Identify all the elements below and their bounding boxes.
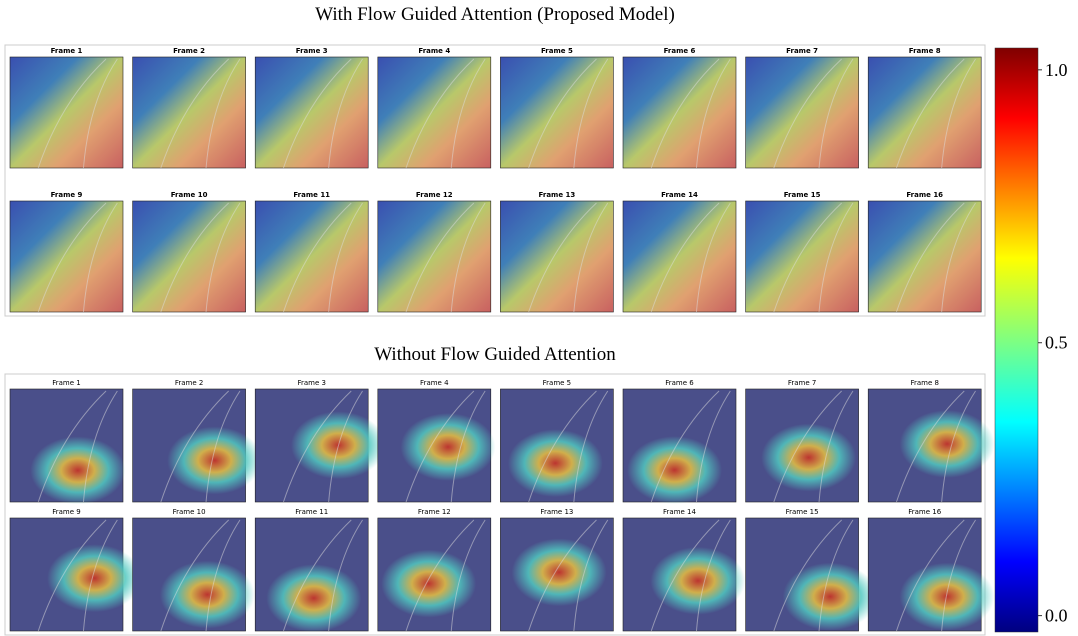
frame-label: Frame 11 xyxy=(293,191,330,199)
frame-image xyxy=(500,201,613,312)
frame-image xyxy=(623,201,736,312)
image-base xyxy=(378,57,491,168)
attention-spot xyxy=(783,563,878,631)
image-base xyxy=(133,57,246,168)
frame-label: Frame 12 xyxy=(416,191,453,199)
colorbar-tick-label: 0.0 xyxy=(1045,606,1068,626)
frame-label: Frame 8 xyxy=(910,379,939,387)
frame-label: Frame 6 xyxy=(665,379,694,387)
frame-image xyxy=(746,201,859,312)
frame-label: Frame 9 xyxy=(52,508,81,516)
attention-spot xyxy=(401,413,496,481)
image-base xyxy=(255,201,368,312)
figure: With Flow Guided Attention (Proposed Mod… xyxy=(0,0,1078,636)
frame-image xyxy=(746,57,859,168)
frame-image xyxy=(255,389,386,502)
attention-spot xyxy=(627,436,722,504)
frame-image xyxy=(133,201,246,312)
frame-image xyxy=(10,518,142,631)
frame-label: Frame 10 xyxy=(173,508,206,516)
frame-label: Frame 16 xyxy=(908,508,941,516)
frame-label: Frame 14 xyxy=(661,191,698,199)
image-base xyxy=(746,57,859,168)
frame-image xyxy=(500,518,613,631)
frame-label: Frame 1 xyxy=(51,47,83,55)
frame-label: Frame 5 xyxy=(543,379,572,387)
attention-spot xyxy=(650,547,745,615)
attention-spot xyxy=(900,563,995,631)
image-base xyxy=(500,57,613,168)
frame-label: Frame 3 xyxy=(296,47,328,55)
frame-label: Frame 15 xyxy=(784,191,821,199)
frame-image xyxy=(10,57,123,168)
frame-label: Frame 9 xyxy=(51,191,83,199)
image-base xyxy=(378,201,491,312)
image-base xyxy=(10,57,123,168)
frame-image xyxy=(868,201,981,312)
frame-label: Frame 8 xyxy=(909,47,941,55)
frame-label: Frame 2 xyxy=(175,379,204,387)
attention-spot xyxy=(381,550,476,618)
frame-image xyxy=(378,518,491,631)
frame-image xyxy=(500,57,613,168)
image-base xyxy=(133,201,246,312)
frame-label: Frame 13 xyxy=(540,508,573,516)
frame-label: Frame 10 xyxy=(171,191,208,199)
frame-image xyxy=(378,57,491,168)
frame-image xyxy=(746,518,878,631)
frame-label: Frame 15 xyxy=(786,508,819,516)
frame-image xyxy=(133,389,263,502)
colorbar-tick-label: 1.0 xyxy=(1045,60,1068,80)
frame-image xyxy=(868,389,994,502)
attention-spot xyxy=(508,429,603,497)
colorbar xyxy=(995,48,1038,632)
frame-image xyxy=(10,389,125,504)
image-base xyxy=(868,57,981,168)
frame-label: Frame 4 xyxy=(420,379,449,387)
frame-image xyxy=(868,57,981,168)
frame-image xyxy=(255,518,368,632)
frame-image xyxy=(378,201,491,312)
frame-label: Frame 6 xyxy=(664,47,696,55)
frame-image xyxy=(10,201,123,312)
frame-label: Frame 3 xyxy=(297,379,326,387)
colorbar-tick-label: 0.5 xyxy=(1045,333,1068,353)
frame-image xyxy=(378,389,496,502)
frame-image xyxy=(868,518,994,631)
frame-label: Frame 11 xyxy=(295,508,328,516)
frame-label: Frame 12 xyxy=(418,508,451,516)
frame-label: Frame 7 xyxy=(788,379,817,387)
frame-image xyxy=(623,389,736,504)
panel-title: With Flow Guided Attention (Proposed Mod… xyxy=(315,4,675,25)
frame-image xyxy=(133,57,246,168)
attention-spot xyxy=(167,427,262,495)
frame-label: Frame 13 xyxy=(539,191,576,199)
frame-image xyxy=(623,518,745,631)
image-base xyxy=(500,201,613,312)
frame-label: Frame 4 xyxy=(418,47,450,55)
image-base xyxy=(868,201,981,312)
attention-spot xyxy=(30,436,125,504)
frame-image xyxy=(623,57,736,168)
image-base xyxy=(255,57,368,168)
image-base xyxy=(10,201,123,312)
frame-image xyxy=(746,389,859,502)
frame-image xyxy=(500,389,613,502)
image-base xyxy=(623,57,736,168)
frame-label: Frame 14 xyxy=(663,508,696,516)
frame-label: Frame 16 xyxy=(906,191,943,199)
frame-label: Frame 5 xyxy=(541,47,573,55)
frame-label: Frame 7 xyxy=(786,47,818,55)
panel-title: Without Flow Guided Attention xyxy=(374,344,616,365)
frame-label: Frame 1 xyxy=(52,379,81,387)
attention-spot xyxy=(761,424,856,492)
frame-label: Frame 2 xyxy=(173,47,205,55)
frame-image xyxy=(133,518,255,631)
attention-spot xyxy=(900,410,995,478)
image-base xyxy=(623,201,736,312)
frame-image xyxy=(255,57,368,168)
frame-image xyxy=(255,201,368,312)
attention-spot xyxy=(266,564,361,632)
image-base xyxy=(746,201,859,312)
